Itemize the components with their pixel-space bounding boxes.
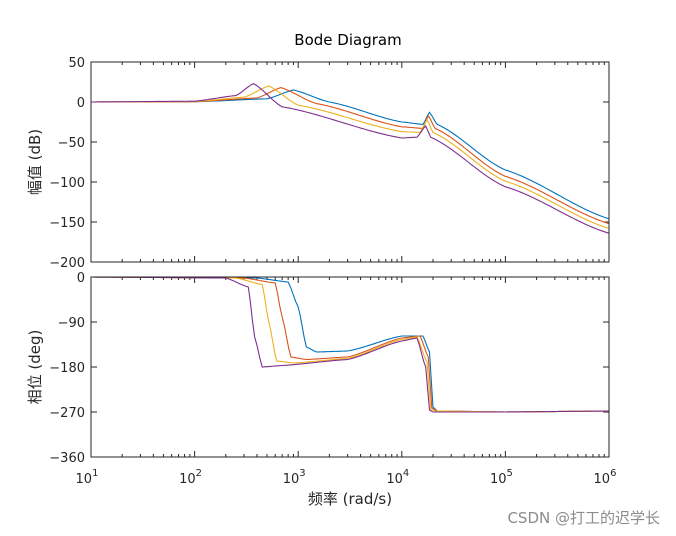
- x-tick-label: 101: [76, 468, 99, 487]
- x-tick-label: 105: [490, 468, 513, 487]
- x-tick-label: 106: [594, 468, 617, 487]
- magnitude-plot-frame: [90, 61, 610, 263]
- magnitude-ytick-label: 0: [77, 96, 85, 111]
- phase-line-3: [90, 276, 610, 413]
- magnitude-line-4: [90, 82, 610, 234]
- x-axis-ticks: 101 102 103 104 105 106: [76, 468, 617, 487]
- phase-line-2: [90, 276, 610, 413]
- magnitude-line-2: [90, 87, 610, 225]
- phase-ytick-label: −360: [49, 451, 85, 466]
- magnitude-ylabel: 幅值 (dB): [26, 129, 44, 195]
- phase-ytick-label: −90: [58, 316, 85, 331]
- magnitude-ytick-label: −100: [49, 176, 85, 191]
- x-tick-label: 104: [386, 468, 409, 487]
- phase-ytick-label: 0: [77, 271, 85, 286]
- phase-line-4: [90, 276, 610, 413]
- watermark-text: CSDN @打工的迟学长: [507, 509, 660, 527]
- phase-line-1: [90, 276, 610, 413]
- phase-ytick-label: −270: [49, 406, 85, 421]
- x-tick-label: 103: [283, 468, 306, 487]
- magnitude-line-1: [91, 89, 610, 220]
- phase-plot-frame: [90, 276, 610, 458]
- x-axis-label: 频率 (rad/s): [308, 490, 392, 508]
- phase-series: [90, 276, 610, 413]
- phase-axes: 0 −90 −180 −270 −360: [49, 271, 609, 466]
- magnitude-ytick-label: −200: [49, 256, 85, 271]
- chart-title: Bode Diagram: [294, 31, 401, 49]
- magnitude-ytick-label: 50: [68, 56, 85, 71]
- phase-ytick-label: −180: [49, 361, 85, 376]
- magnitude-ytick-label: −50: [58, 136, 85, 151]
- x-tick-label: 102: [179, 468, 202, 487]
- magnitude-series: [90, 82, 610, 234]
- magnitude-axes: 50 0 −50 −100 −150 −200: [49, 56, 609, 271]
- phase-ylabel: 相位 (deg): [26, 330, 44, 405]
- magnitude-ytick-label: −150: [49, 216, 85, 231]
